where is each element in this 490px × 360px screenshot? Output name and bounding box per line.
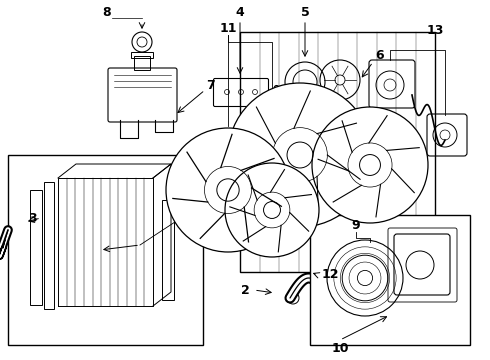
Text: 3: 3: [28, 212, 36, 225]
Circle shape: [312, 107, 428, 223]
Text: 7: 7: [206, 78, 215, 91]
Text: 4: 4: [236, 5, 245, 18]
Circle shape: [225, 163, 319, 257]
Bar: [131, 52, 153, 58]
Bar: [310, 215, 470, 345]
Bar: [240, 32, 435, 272]
Text: 10: 10: [331, 342, 349, 355]
Text: 5: 5: [301, 5, 309, 18]
Text: 11: 11: [219, 22, 237, 35]
Bar: [44, 182, 54, 309]
Text: 9: 9: [352, 219, 360, 231]
Bar: [8, 155, 203, 345]
Circle shape: [166, 128, 290, 252]
Text: 1: 1: [173, 208, 182, 221]
Bar: [134, 56, 150, 70]
Text: 12: 12: [321, 269, 339, 282]
Circle shape: [228, 83, 372, 227]
Bar: [30, 190, 42, 305]
Text: 6: 6: [376, 49, 384, 62]
Text: 13: 13: [426, 23, 443, 36]
Bar: [162, 200, 174, 300]
Text: 2: 2: [241, 284, 249, 297]
Text: 8: 8: [103, 5, 111, 18]
